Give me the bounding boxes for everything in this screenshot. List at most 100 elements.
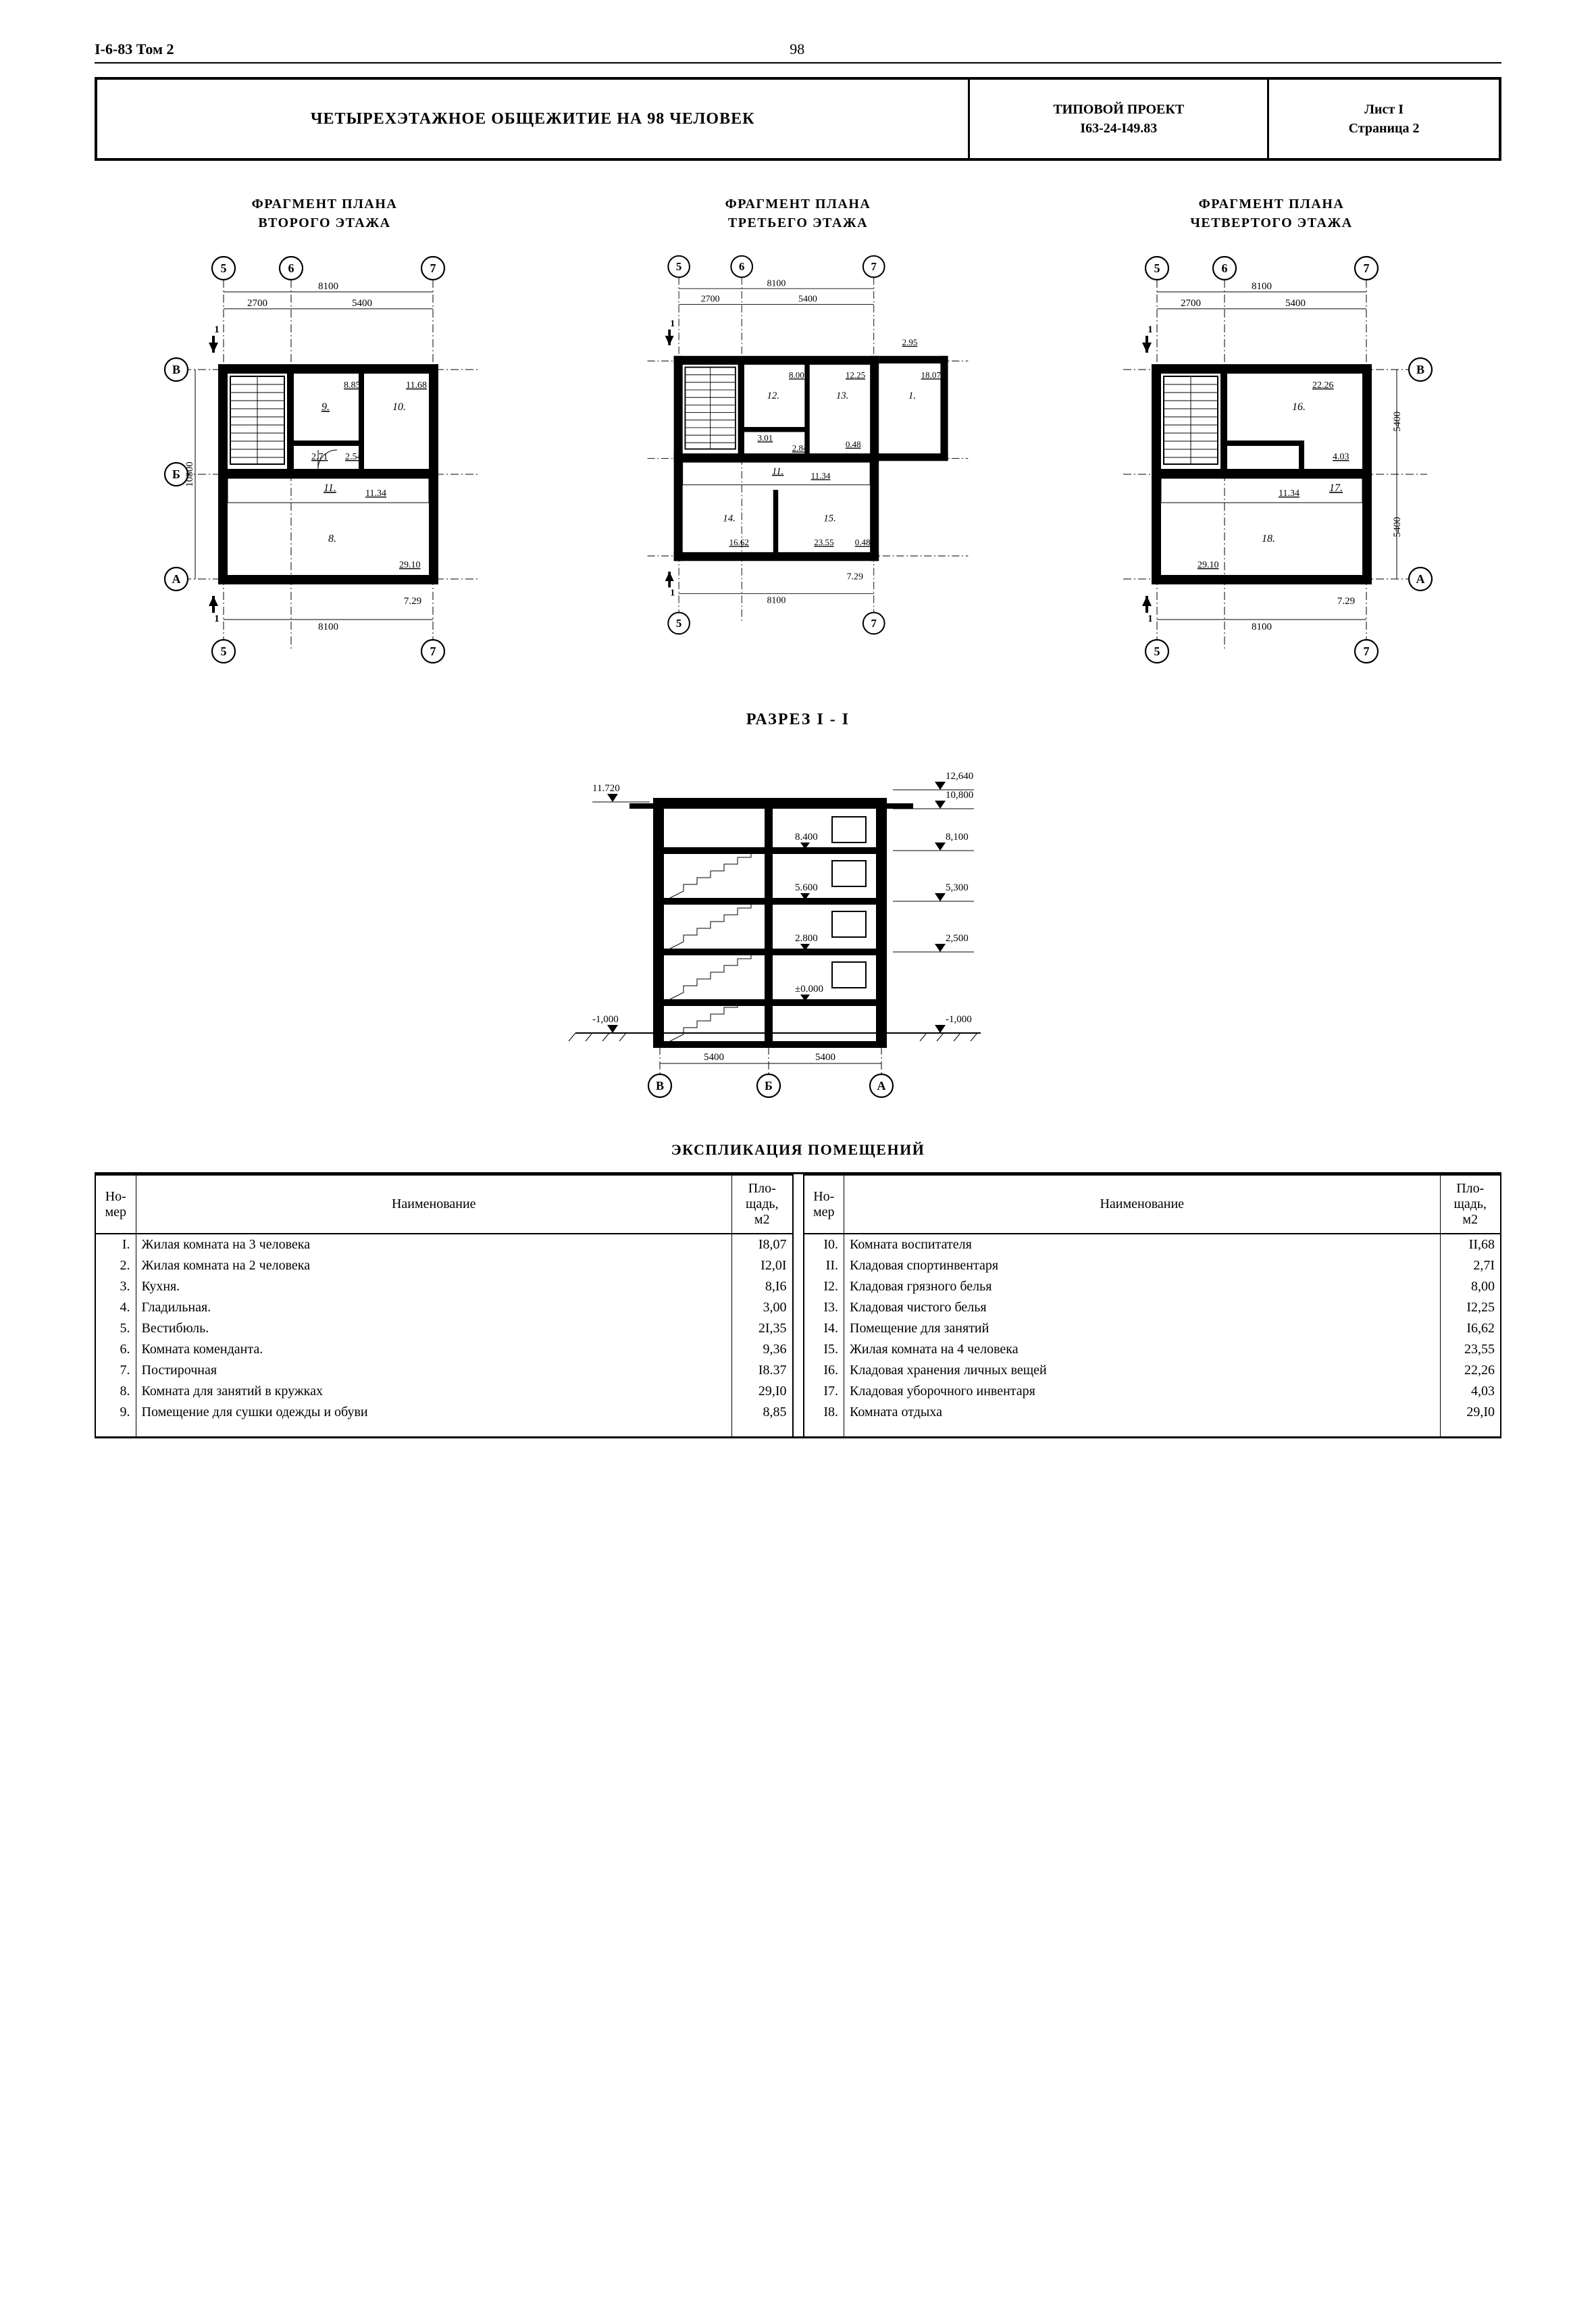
doc-id: I-6-83 Том 2: [95, 41, 174, 58]
svg-text:15.: 15.: [823, 513, 836, 524]
svg-text:5400: 5400: [1392, 517, 1403, 537]
table-row: I8.Комната отдыха29,I0: [804, 1402, 1501, 1436]
explication-table: Но-мер Наименование Пло-щадь,м2 I.Жилая …: [95, 1172, 1501, 1438]
svg-text:1: 1: [1148, 324, 1153, 335]
table-row: I3.Кладовая чистого бельяI2,25: [804, 1297, 1501, 1318]
svg-text:22.26: 22.26: [1312, 380, 1334, 391]
svg-text:1.: 1.: [908, 391, 915, 401]
svg-text:5,300: 5,300: [946, 882, 969, 893]
svg-text:2.800: 2.800: [795, 933, 818, 944]
svg-text:8100: 8100: [318, 622, 338, 632]
svg-text:8100: 8100: [1252, 281, 1272, 292]
svg-text:2700: 2700: [1181, 298, 1201, 309]
svg-text:0.48: 0.48: [854, 537, 870, 547]
svg-text:0.48: 0.48: [845, 439, 860, 449]
svg-text:5.600: 5.600: [795, 882, 818, 893]
table-row: 7.ПостирочнаяI8.37: [95, 1360, 793, 1381]
svg-text:11.: 11.: [771, 466, 783, 477]
svg-text:3.01: 3.01: [757, 432, 773, 443]
plan-floor2: ФРАГМЕНТ ПЛАНА ВТОРОГО ЭТАЖА 5 6 7 5 7 В…: [95, 195, 555, 677]
svg-text:7.29: 7.29: [403, 596, 421, 607]
svg-text:5400: 5400: [815, 1052, 835, 1063]
svg-text:10.: 10.: [392, 401, 406, 413]
svg-text:8.00: 8.00: [789, 370, 804, 380]
svg-text:5: 5: [1154, 261, 1160, 275]
svg-text:23.55: 23.55: [814, 537, 833, 547]
table-row: 4.Гладильная.3,00: [95, 1297, 793, 1318]
svg-text:5: 5: [675, 617, 681, 630]
svg-text:2.71: 2.71: [311, 452, 328, 462]
svg-text:8100: 8100: [318, 281, 338, 292]
svg-text:5: 5: [220, 645, 226, 658]
plan4-svg: 5 6 7 В А 5 7 8100 2700 5400 5400 5400: [1089, 245, 1454, 677]
svg-text:-1,000: -1,000: [592, 1014, 619, 1025]
svg-text:7: 7: [430, 261, 436, 275]
svg-text:11.34: 11.34: [1279, 488, 1299, 499]
svg-text:11.720: 11.720: [592, 783, 620, 794]
svg-text:А: А: [1416, 572, 1424, 586]
section-svg: В Б А 5400 5400 12,640 10,800 8,100 5,30…: [494, 749, 1102, 1101]
svg-text:5400: 5400: [798, 295, 817, 305]
svg-text:12.: 12.: [767, 391, 779, 401]
svg-text:2,500: 2,500: [946, 933, 969, 944]
table-row: I5.Жилая комната на 4 человека23,55: [804, 1339, 1501, 1360]
table-row: 3.Кухня.8,I6: [95, 1276, 793, 1297]
svg-text:5400: 5400: [704, 1052, 724, 1063]
plan-floor4: ФРАГМЕНТ ПЛАНА ЧЕТВЕРТОГО ЭТАЖА 5 6 7 В …: [1041, 195, 1501, 677]
svg-text:16.62: 16.62: [729, 537, 748, 547]
svg-text:В: В: [172, 363, 180, 376]
svg-text:А: А: [172, 572, 180, 586]
svg-text:5400: 5400: [1392, 411, 1403, 432]
page-header: I-6-83 Том 2 98: [95, 41, 1501, 64]
svg-text:2.95: 2.95: [902, 337, 917, 347]
table-row: I4.Помещение для занятийI6,62: [804, 1318, 1501, 1339]
table-row: I2.Кладовая грязного белья8,00: [804, 1276, 1501, 1297]
svg-text:5400: 5400: [352, 298, 372, 309]
svg-text:9.: 9.: [321, 401, 330, 413]
plan2-svg: 5 6 7 5 7 В Б А 8100 2700 5400 10800: [143, 245, 507, 677]
svg-text:8100: 8100: [767, 596, 786, 606]
svg-text:8.85: 8.85: [344, 380, 361, 391]
svg-text:12.25: 12.25: [845, 370, 865, 380]
svg-text:14.: 14.: [723, 513, 736, 524]
svg-text:8.: 8.: [328, 533, 336, 545]
svg-text:2700: 2700: [247, 298, 267, 309]
svg-text:В: В: [1416, 363, 1424, 376]
table-row: I6.Кладовая хранения личных вещей22,26: [804, 1360, 1501, 1381]
svg-text:8.400: 8.400: [795, 832, 818, 842]
svg-text:10,800: 10,800: [946, 790, 973, 801]
svg-text:11.34: 11.34: [810, 470, 830, 480]
svg-text:-1,000: -1,000: [946, 1014, 972, 1025]
section-block: РАЗРЕЗ I - I: [95, 711, 1501, 1101]
svg-text:18.07: 18.07: [921, 370, 941, 380]
svg-text:5: 5: [675, 260, 681, 273]
svg-text:12,640: 12,640: [946, 771, 973, 782]
svg-text:2.84: 2.84: [792, 443, 807, 453]
plan3-svg: 5 6 7 5 7 8100 2700 5400: [616, 245, 981, 647]
table-row: I0.Комната воспитателяII,68: [804, 1234, 1501, 1255]
explication-title: ЭКСПЛИКАЦИЯ ПОМЕЩЕНИЙ: [95, 1141, 1501, 1159]
svg-text:2.54: 2.54: [345, 452, 362, 462]
svg-text:6: 6: [288, 261, 294, 275]
svg-text:7: 7: [871, 260, 876, 273]
svg-text:16.: 16.: [1292, 401, 1306, 413]
page-number: 98: [790, 41, 804, 58]
explication-right: Но-мер Наименование Пло-щадь,м2 I0.Комна…: [803, 1174, 1502, 1436]
table-row: I.Жилая комната на 3 человекаI8,07: [95, 1234, 793, 1255]
svg-text:13.: 13.: [835, 391, 848, 401]
svg-text:7: 7: [430, 645, 436, 658]
svg-text:1: 1: [670, 319, 675, 329]
svg-text:7.29: 7.29: [1337, 596, 1354, 607]
table-row: 6.Комната коменданта.9,36: [95, 1339, 793, 1360]
table-row: I7.Кладовая уборочного инвентаря4,03: [804, 1381, 1501, 1402]
svg-text:11.: 11.: [324, 482, 336, 494]
svg-text:7: 7: [871, 617, 876, 630]
svg-text:Б: Б: [765, 1079, 773, 1092]
table-row: 9.Помещение для сушки одежды и обуви8,85: [95, 1402, 793, 1436]
svg-text:11.68: 11.68: [406, 380, 427, 391]
svg-text:11.34: 11.34: [365, 488, 386, 499]
title-main: ЧЕТЫРЕХЭТАЖНОЕ ОБЩЕЖИТИЕ НА 98 ЧЕЛОВЕК: [97, 80, 970, 158]
title-project: ТИПОВОЙ ПРОЕКТ I63-24-I49.83: [970, 80, 1269, 158]
svg-text:1: 1: [214, 613, 220, 624]
title-sheet: Лист I Страница 2: [1269, 80, 1499, 158]
